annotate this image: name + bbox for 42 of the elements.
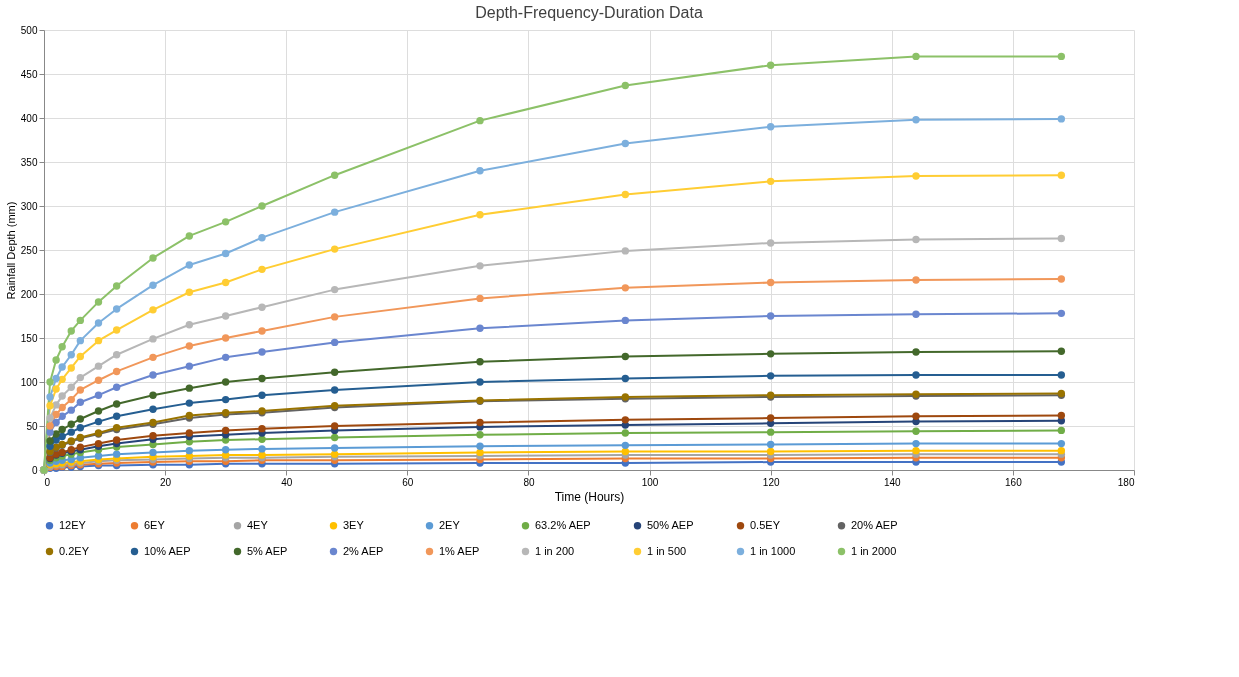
x-tick-label: 40 — [281, 476, 293, 488]
y-tick-label: 0 — [31, 464, 38, 476]
y-tick-label: 450 — [20, 68, 38, 80]
x-tick-label: 140 — [883, 476, 902, 488]
legend-label: 1 in 500 — [647, 544, 687, 557]
legend-label: 5% AEP — [247, 544, 288, 557]
x-tick-label: 60 — [402, 476, 414, 488]
x-tick-label: 120 — [762, 476, 780, 488]
legend-label: 10% AEP — [144, 544, 191, 557]
legend-label: 12EY — [59, 518, 87, 531]
legend-label: 0.2EY — [59, 544, 90, 557]
legend-label: 2% AEP — [343, 544, 384, 557]
legend-label: 20% AEP — [851, 518, 898, 531]
chart-title: Depth-Frequency-Duration Data — [475, 4, 703, 21]
legend-label: 3EY — [343, 518, 365, 531]
legend-label: 6EY — [144, 518, 166, 531]
x-tick-label: 160 — [1005, 476, 1023, 488]
legend-label: 1% AEP — [439, 544, 480, 557]
legend-label: 63.2% AEP — [535, 518, 591, 531]
x-tick-label: 180 — [1117, 476, 1135, 488]
x-axis-title: Time (Hours) — [554, 489, 625, 504]
y-axis-title: Rainfall Depth (mm) — [4, 201, 17, 300]
legend-label: 50% AEP — [647, 518, 694, 531]
y-tick-label: 100 — [20, 376, 38, 388]
x-tick-label: 80 — [523, 476, 535, 488]
y-tick-label: 400 — [20, 112, 38, 124]
legend-label: 4EY — [247, 518, 269, 531]
legend-label: 1 in 2000 — [851, 544, 897, 557]
legend-label: 0.5EY — [750, 518, 781, 531]
y-tick-label: 50 — [26, 420, 38, 432]
legend-label: 1 in 1000 — [750, 544, 796, 557]
y-tick-label: 350 — [20, 156, 38, 168]
x-tick-label: 0 — [44, 476, 51, 488]
y-tick-label: 200 — [20, 288, 38, 300]
legend-label: 1 in 200 — [535, 544, 575, 557]
y-tick-label: 250 — [20, 244, 38, 256]
y-tick-label: 300 — [20, 200, 38, 212]
legend-label: 2EY — [439, 518, 461, 531]
y-tick-label: 150 — [20, 332, 38, 344]
x-tick-label: 20 — [160, 476, 172, 488]
y-tick-label: 500 — [20, 24, 38, 36]
x-tick-label: 100 — [641, 476, 659, 488]
